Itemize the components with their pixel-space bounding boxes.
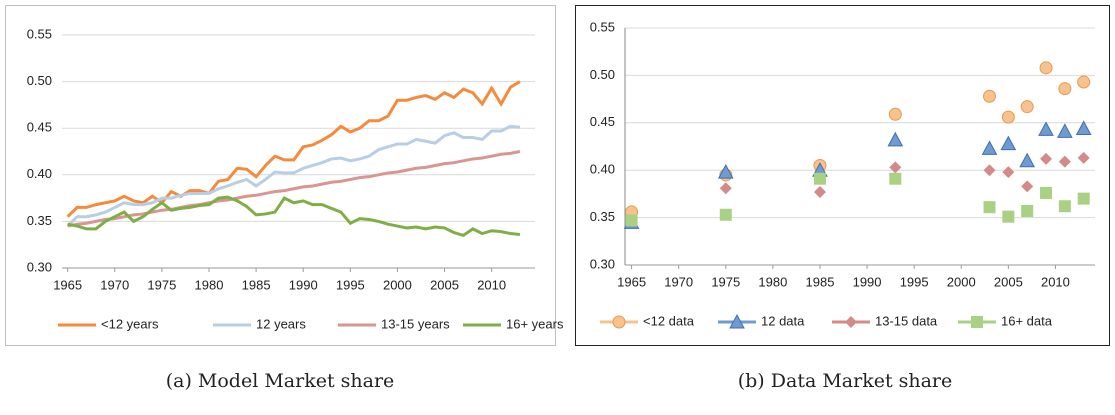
x-tick-label: 1970	[664, 274, 693, 289]
legend-marker	[612, 315, 626, 329]
marker	[1058, 200, 1071, 213]
x-tick-label: 2000	[947, 274, 976, 289]
marker	[1058, 155, 1071, 168]
x-tick-label: 1985	[242, 277, 271, 292]
x-tick-label: 2000	[383, 277, 412, 292]
x-tick-label: 2010	[1041, 274, 1070, 289]
x-tick-label: 1980	[195, 277, 224, 292]
chart-frame	[575, 5, 1110, 346]
legend-label: 12 years	[256, 316, 306, 331]
x-tick-label: 1995	[336, 277, 365, 292]
x-tick-label: 1985	[806, 274, 835, 289]
legend-marker	[971, 316, 983, 328]
legend-label: 13-15 data	[875, 313, 938, 328]
marker	[813, 186, 826, 199]
caption: (a) Model Market share	[166, 370, 395, 392]
legend-label: 13-15 years	[381, 316, 450, 331]
marker	[625, 214, 638, 227]
marker	[1075, 120, 1092, 135]
marker	[1002, 210, 1015, 223]
marker	[1077, 151, 1090, 164]
marker	[887, 131, 904, 147]
y-tick-label: 0.35	[590, 209, 615, 224]
y-tick-label: 0.50	[590, 67, 615, 82]
legend-label: 12 data	[761, 313, 805, 328]
x-tick-label: 1975	[147, 277, 176, 292]
line	[66, 80, 521, 218]
marker	[1002, 166, 1015, 179]
legend-marker	[729, 313, 745, 329]
marker	[1000, 135, 1017, 151]
y-tick-label: 0.40	[590, 162, 615, 177]
x-tick-label: 1975	[711, 274, 740, 289]
marker	[1039, 61, 1053, 75]
marker	[719, 208, 732, 221]
legend-label: <12 data	[643, 313, 695, 328]
marker	[1040, 186, 1053, 199]
x-tick-label: 1980	[758, 274, 787, 289]
x-tick-label: 1995	[900, 274, 929, 289]
line	[66, 124, 521, 228]
x-tick-label: 1965	[617, 274, 646, 289]
line	[67, 150, 521, 228]
x-tick-label: 2005	[430, 277, 459, 292]
marker	[719, 182, 732, 195]
y-tick-label: 0.45	[590, 114, 615, 129]
x-tick-label: 1990	[853, 274, 882, 289]
legend-marker	[845, 316, 857, 328]
y-tick-label: 0.50	[27, 73, 52, 88]
y-tick-label: 0.55	[27, 26, 52, 41]
marker	[1001, 110, 1015, 124]
marker	[983, 164, 996, 177]
marker	[983, 201, 996, 214]
marker	[717, 164, 734, 179]
marker	[1020, 100, 1034, 114]
marker	[981, 140, 998, 155]
x-tick-label: 2010	[477, 277, 506, 292]
y-tick-label: 0.35	[27, 213, 52, 228]
marker	[1077, 75, 1091, 89]
y-tick-label: 0.45	[27, 120, 52, 135]
marker	[1040, 152, 1053, 165]
legend-label: 16+ years	[506, 316, 564, 331]
marker	[889, 161, 902, 174]
x-tick-label: 1970	[100, 277, 129, 292]
y-tick-label: 0.30	[590, 256, 615, 271]
marker	[813, 172, 826, 185]
x-tick-label: 1990	[289, 277, 318, 292]
marker	[1021, 180, 1034, 193]
marker	[1077, 192, 1090, 205]
marker	[983, 89, 997, 103]
y-tick-label: 0.30	[27, 259, 52, 274]
caption: (b) Data Market share	[738, 370, 953, 392]
chart-frame	[5, 5, 556, 346]
line	[67, 195, 521, 238]
y-tick-label: 0.55	[590, 19, 615, 34]
x-tick-label: 2005	[994, 274, 1023, 289]
y-tick-label: 0.40	[27, 166, 52, 181]
marker	[1038, 121, 1054, 136]
marker	[889, 172, 902, 185]
x-tick-label: 1965	[53, 277, 82, 292]
marker	[1021, 204, 1034, 217]
legend-label: 16+ data	[1001, 313, 1053, 328]
legend-label: <12 years	[101, 316, 159, 331]
marker	[1019, 152, 1036, 168]
marker	[888, 107, 902, 121]
marker	[1057, 123, 1073, 138]
marker	[1058, 82, 1072, 96]
